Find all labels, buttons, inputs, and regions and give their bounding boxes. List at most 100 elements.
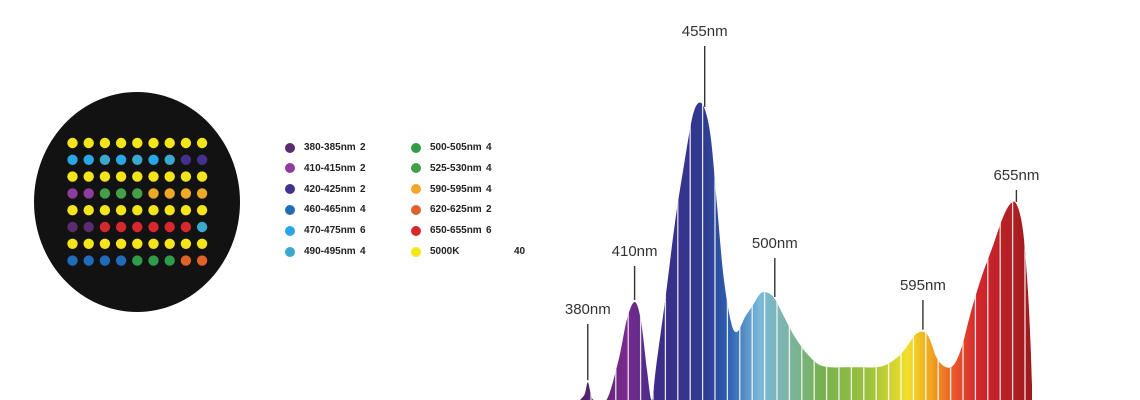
led-5000k — [83, 205, 94, 216]
legend-label: 500-505nm — [430, 142, 482, 153]
legend-item: 5000K 40 — [411, 244, 525, 260]
led-650-655nm — [99, 221, 111, 233]
led-5000k — [99, 238, 111, 249]
legend-item: 420-425nm 2 — [285, 181, 366, 197]
led-420-425nm — [180, 154, 192, 165]
spectrum-area — [580, 102, 1032, 400]
led-5000k — [196, 137, 208, 149]
peak-label: 455nm — [682, 23, 728, 40]
legend-label: 410-415nm — [304, 162, 356, 174]
led-410-415nm — [83, 188, 94, 199]
led-650-655nm — [164, 221, 175, 233]
led-5000k — [83, 171, 94, 182]
led-board — [34, 92, 240, 312]
legend-label: 460-465nm — [304, 204, 356, 216]
led-650-655nm — [148, 221, 159, 233]
legend-item: 650-655nm 6 — [411, 223, 492, 239]
led-5000k — [180, 171, 192, 182]
led-5000k — [180, 238, 192, 249]
led-5000k — [67, 171, 78, 182]
led-650-655nm — [180, 221, 192, 233]
legend-label: 620-625nm — [430, 204, 482, 216]
led-5000k — [164, 171, 175, 182]
legend-swatch — [411, 204, 421, 215]
legend-swatch — [411, 246, 421, 257]
legend-count: 2 — [360, 183, 366, 195]
legend-item: 380-385nm 2 — [285, 140, 366, 156]
legend-swatch — [411, 184, 421, 195]
led-380-385nm — [83, 221, 94, 233]
legend-label: 525-530nm — [430, 162, 482, 174]
led-500-505nm — [164, 255, 175, 266]
led-490-495nm — [164, 154, 175, 165]
led-490-495nm — [99, 154, 111, 165]
led-420-425nm — [196, 154, 208, 165]
led-5000k — [148, 171, 159, 182]
legend-count: 40 — [514, 246, 526, 257]
legend: 380-385nm 2 410-415nm 2 420-425nm 2 460-465nm 4… — [0, 0, 560, 400]
led-5000k — [196, 171, 208, 182]
led-500-505nm — [148, 255, 159, 266]
legend-swatch — [411, 142, 421, 153]
legend-label: 5000K — [430, 246, 460, 257]
led-5000k — [132, 171, 143, 182]
led-5000k — [115, 238, 127, 249]
legend-swatch — [285, 225, 295, 236]
led-525-530nm — [115, 188, 127, 199]
legend-count: 6 — [360, 225, 366, 237]
led-5000k — [164, 238, 175, 249]
led-5000k — [67, 238, 78, 249]
led-5000k — [67, 205, 78, 216]
led-380-385nm — [67, 221, 78, 233]
led-620-625nm — [196, 255, 208, 266]
led-460-465nm — [67, 255, 78, 266]
led-5000k — [180, 205, 192, 216]
led-5000k — [83, 137, 94, 149]
led-620-625nm — [180, 255, 192, 266]
led-590-595nm — [180, 188, 192, 199]
led-5000k — [132, 205, 143, 216]
legend-label: 650-655nm — [430, 225, 482, 237]
led-525-530nm — [132, 188, 143, 199]
legend-label: 420-425nm — [304, 183, 356, 195]
led-500-505nm — [132, 255, 143, 266]
led-470-475nm — [83, 154, 94, 165]
legend-label: 490-495nm — [304, 246, 356, 257]
legend-swatch — [285, 184, 295, 195]
legend-count: 4 — [360, 246, 366, 257]
led-650-655nm — [132, 221, 143, 233]
legend-item: 470-475nm 6 — [285, 223, 366, 239]
led-5000k — [99, 171, 111, 182]
legend-item: 590-595nm 4 — [411, 181, 492, 197]
legend-item: 490-495nm 4 — [285, 244, 366, 260]
peak-labels: 380nm 410nm 455nm 500nm 595nm 655nm — [565, 23, 1039, 381]
peak-label: 380nm — [565, 301, 611, 318]
legend-item: 525-530nm 4 — [411, 160, 492, 176]
led-590-595nm — [196, 188, 208, 199]
legend-label: 470-475nm — [304, 225, 356, 237]
legend-count: 4 — [486, 183, 492, 195]
led-590-595nm — [148, 188, 159, 199]
legend-swatch — [285, 204, 295, 215]
led-5000k — [196, 205, 208, 216]
led-5000k — [83, 238, 94, 249]
legend-count: 2 — [486, 204, 492, 216]
led-5000k — [196, 238, 208, 249]
legend-count: 2 — [360, 142, 366, 153]
peak-label: 595nm — [900, 277, 946, 294]
legend-swatch — [411, 163, 421, 174]
legend-count: 4 — [486, 142, 492, 153]
led-5000k — [148, 205, 159, 216]
led-5000k — [132, 137, 143, 149]
legend-item: 410-415nm 2 — [285, 160, 366, 176]
led-460-465nm — [115, 255, 127, 266]
led-5000k — [115, 205, 127, 216]
led-5000k — [115, 171, 127, 182]
led-470-475nm — [67, 154, 78, 165]
legend-label: 590-595nm — [430, 183, 482, 195]
led-5000k — [67, 137, 78, 149]
peak-label: 500nm — [752, 235, 798, 252]
legend-swatch — [285, 246, 295, 257]
led-470-475nm — [148, 154, 159, 165]
